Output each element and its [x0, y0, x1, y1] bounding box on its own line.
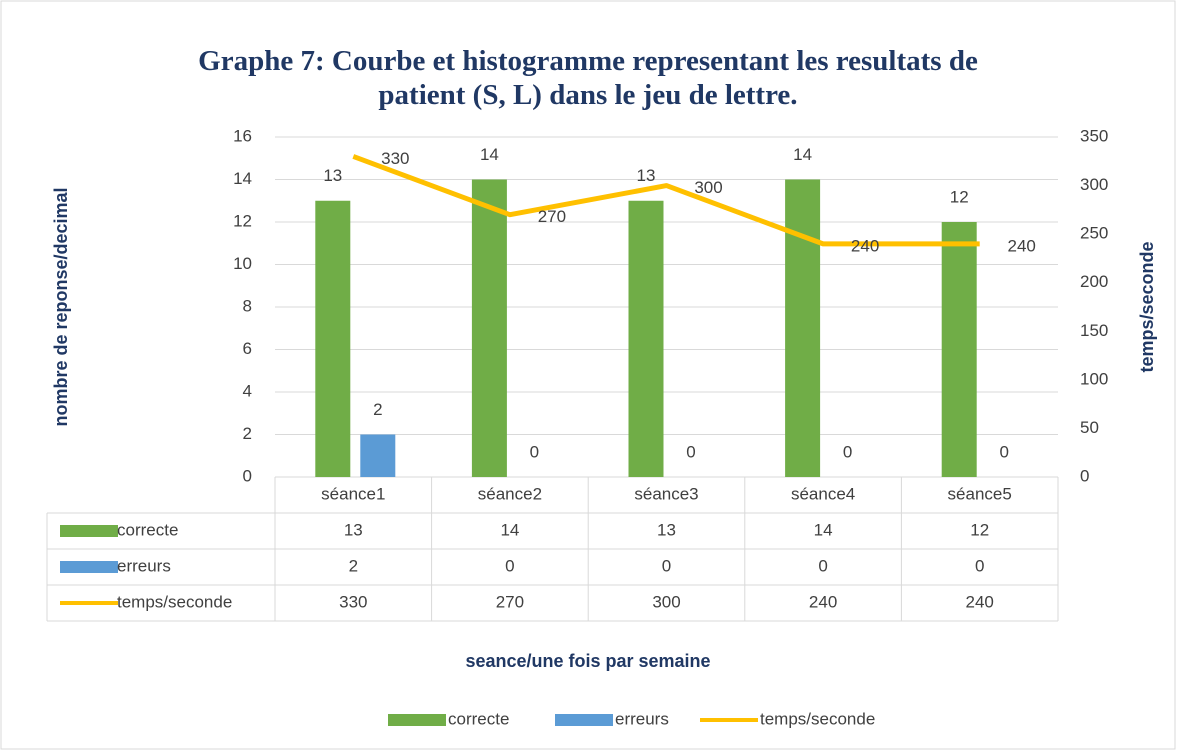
- table-row-label: correcte: [117, 520, 178, 539]
- table-cell: 13: [344, 520, 363, 539]
- y-tick-label: 16: [233, 126, 252, 145]
- x-tick-label: séance5: [948, 484, 1012, 503]
- y2-tick-label: 300: [1080, 175, 1108, 194]
- table-cell: 14: [500, 520, 519, 539]
- data-label: 0: [843, 442, 852, 461]
- y-tick-label: 8: [243, 296, 252, 315]
- y2-tick-label: 150: [1080, 321, 1108, 340]
- legend-key: [388, 714, 446, 726]
- y2-tick-label: 200: [1080, 272, 1108, 291]
- data-label: 2: [373, 400, 382, 419]
- legend-key: [60, 525, 118, 537]
- y2-tick-label: 250: [1080, 224, 1108, 243]
- x-tick-label: séance1: [321, 484, 385, 503]
- bar: [628, 200, 664, 477]
- table-cell: 0: [662, 556, 671, 575]
- legend-key: [60, 561, 118, 573]
- y-tick-label: 0: [243, 466, 252, 485]
- data-label: 0: [999, 442, 1008, 461]
- bar: [941, 222, 977, 477]
- y-tick-label: 4: [243, 381, 252, 400]
- y-axis-title: nombre de reponse/decimal: [51, 187, 71, 426]
- table-cell: 0: [505, 556, 514, 575]
- y2-tick-label: 50: [1080, 418, 1099, 437]
- table-cell: 330: [339, 592, 367, 611]
- table-row-label: temps/seconde: [117, 592, 232, 611]
- table-cell: 14: [814, 520, 833, 539]
- data-label: 240: [1008, 236, 1036, 255]
- data-label: 0: [686, 442, 695, 461]
- bar: [360, 434, 396, 477]
- table-cell: 13: [657, 520, 676, 539]
- y-tick-label: 10: [233, 254, 252, 273]
- line: [352, 154, 980, 247]
- data-label: 14: [793, 145, 812, 164]
- x-tick-label: séance2: [478, 484, 542, 503]
- bar: [315, 200, 351, 477]
- bar: [471, 179, 507, 477]
- data-label: 14: [480, 145, 499, 164]
- legend-label: erreurs: [615, 709, 669, 728]
- legend-key: [555, 714, 613, 726]
- y-tick-label: 2: [243, 424, 252, 443]
- y2-tick-label: 350: [1080, 126, 1108, 145]
- data-label: 13: [323, 166, 342, 185]
- x-tick-label: séance4: [791, 484, 855, 503]
- y2-tick-label: 100: [1080, 369, 1108, 388]
- data-label: 330: [381, 149, 409, 168]
- y2-tick-label: 0: [1080, 466, 1089, 485]
- y-tick-label: 6: [243, 339, 252, 358]
- data-label: 0: [530, 442, 539, 461]
- chart-title: Graphe 7: Courbe et histogramme represen…: [198, 45, 978, 111]
- legend-label: temps/seconde: [760, 709, 875, 728]
- chart-title-text: Graphe 7: Courbe et histogramme represen…: [198, 45, 978, 111]
- legend-label: correcte: [448, 709, 509, 728]
- table-cell: 0: [818, 556, 827, 575]
- bar: [785, 179, 821, 477]
- table-cell: 240: [966, 592, 994, 611]
- table-cell: 0: [975, 556, 984, 575]
- table-cell: 240: [809, 592, 837, 611]
- x-tick-label: séance3: [634, 484, 698, 503]
- data-label: 12: [950, 187, 969, 206]
- y2-axis-title: temps/seconde: [1137, 241, 1157, 372]
- y-tick-label: 14: [233, 169, 252, 188]
- table-row-label: erreurs: [117, 556, 171, 575]
- y-tick-label: 12: [233, 211, 252, 230]
- table-cell: 2: [349, 556, 358, 575]
- table-cell: 12: [970, 520, 989, 539]
- table-cell: 270: [496, 592, 524, 611]
- table-cell: 300: [652, 592, 680, 611]
- data-label: 270: [538, 207, 566, 226]
- data-label: 13: [637, 166, 656, 185]
- data-label: 240: [851, 236, 879, 255]
- x-axis-title: seance/une fois par semaine: [465, 651, 710, 671]
- data-label: 300: [694, 178, 722, 197]
